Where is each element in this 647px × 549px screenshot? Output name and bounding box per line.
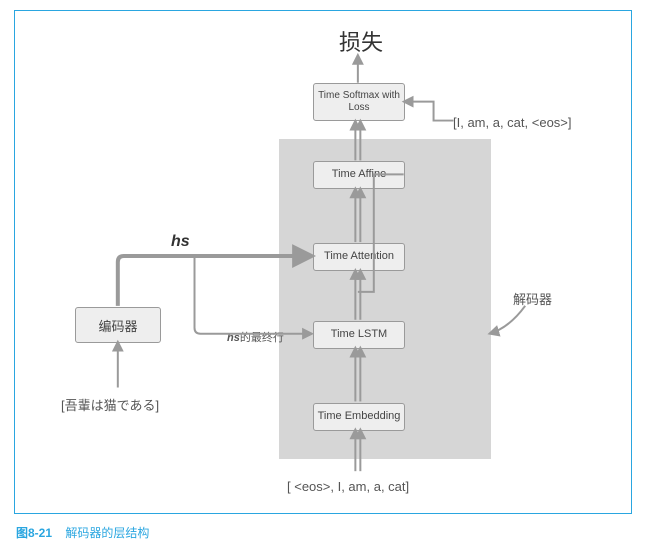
hs-last-row-suffix: 的最终行: [240, 332, 284, 344]
encoder-box: 编码器: [75, 307, 161, 343]
page: 损失 Time Softmax with Loss Time Affine Ti…: [0, 0, 647, 549]
encoder-label: 编码器: [98, 316, 137, 335]
lstm-label: Time LSTM: [331, 328, 387, 341]
hs-label: hs: [171, 233, 190, 251]
hs-last-row-label: hs的最终行: [227, 329, 284, 345]
diagram-frame: 损失 Time Softmax with Loss Time Affine Ti…: [14, 10, 632, 514]
figure-number: 图8-21: [16, 526, 52, 540]
lstm-box: Time LSTM: [313, 321, 405, 349]
affine-box: Time Affine: [313, 161, 405, 189]
input-japanese-label: [吾輩は猫である]: [61, 395, 159, 414]
figure-caption: 图8-21 解码器的层结构: [16, 524, 149, 541]
arrow-decoder-callout: [489, 306, 525, 334]
embedding-label: Time Embedding: [318, 410, 401, 423]
decoder-name-label: 解码器: [513, 289, 552, 308]
attention-box: Time Attention: [313, 243, 405, 271]
figure-title: 解码器的层结构: [65, 526, 149, 540]
loss-label: 损失: [339, 25, 383, 57]
input-tokens-label: [ <eos>, I, am, a, cat]: [287, 479, 409, 494]
embedding-box: Time Embedding: [313, 403, 405, 431]
softmax-label: Time Softmax with Loss: [314, 90, 404, 114]
arrow-targets-to-softmax: [404, 102, 454, 121]
target-tokens-label: [I, am, a, cat, <eos>]: [453, 115, 572, 130]
softmax-box: Time Softmax with Loss: [313, 83, 405, 121]
attention-label: Time Attention: [324, 250, 394, 263]
affine-label: Time Affine: [332, 168, 386, 181]
